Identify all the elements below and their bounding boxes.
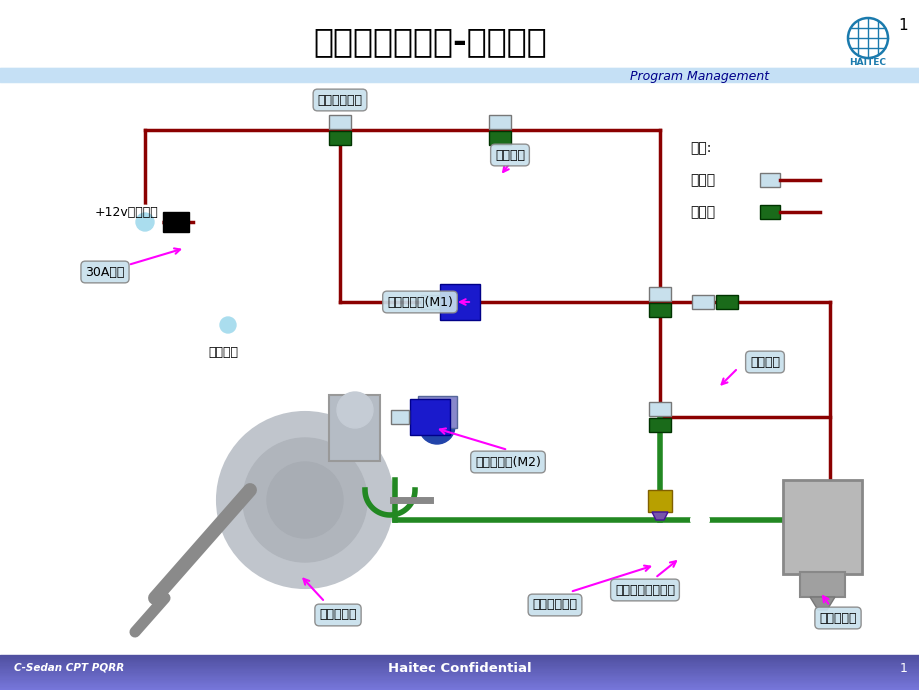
Text: +12v電源端子: +12v電源端子 <box>95 206 159 219</box>
Circle shape <box>243 438 367 562</box>
FancyBboxPatch shape <box>417 396 457 428</box>
Text: 電源繼電器(M1): 電源繼電器(M1) <box>387 295 452 308</box>
Circle shape <box>217 412 392 588</box>
Text: 圖例:: 圖例: <box>689 141 710 155</box>
FancyBboxPatch shape <box>715 295 737 309</box>
Text: HAITEC: HAITEC <box>848 58 886 67</box>
FancyBboxPatch shape <box>782 480 861 574</box>
Text: C-Sedan CPT PQRR: C-Sedan CPT PQRR <box>14 663 124 673</box>
FancyBboxPatch shape <box>489 131 510 145</box>
FancyBboxPatch shape <box>691 295 713 309</box>
Text: 1: 1 <box>897 18 907 33</box>
FancyBboxPatch shape <box>800 572 844 597</box>
FancyBboxPatch shape <box>439 284 480 320</box>
Text: 母插頭: 母插頭 <box>689 173 714 187</box>
FancyBboxPatch shape <box>329 131 351 145</box>
Circle shape <box>213 310 243 340</box>
FancyBboxPatch shape <box>329 395 380 461</box>
Text: 電動真空泵: 電動真空泵 <box>818 611 856 624</box>
Text: 接地端子: 接地端子 <box>208 346 238 359</box>
FancyBboxPatch shape <box>489 115 510 129</box>
Circle shape <box>267 462 343 538</box>
Text: 控制線組: 控制線組 <box>749 355 779 368</box>
Text: 真空壓力開關: 真空壓力開關 <box>532 598 577 611</box>
Text: 點火電源接頭: 點火電源接頭 <box>317 94 362 106</box>
FancyBboxPatch shape <box>648 402 670 416</box>
Text: 1: 1 <box>899 662 907 675</box>
Circle shape <box>418 408 455 444</box>
Text: Program Management: Program Management <box>630 70 768 83</box>
FancyBboxPatch shape <box>421 295 438 309</box>
Circle shape <box>220 317 236 333</box>
Polygon shape <box>652 512 667 520</box>
Circle shape <box>129 206 161 238</box>
Circle shape <box>136 213 153 231</box>
FancyBboxPatch shape <box>391 410 409 424</box>
Text: 控制繼電器(M2): 控制繼電器(M2) <box>474 455 540 469</box>
Text: 真空倍力器: 真空倍力器 <box>319 609 357 622</box>
Text: 公插頭: 公插頭 <box>689 205 714 219</box>
FancyBboxPatch shape <box>163 212 188 232</box>
FancyBboxPatch shape <box>759 173 779 187</box>
FancyBboxPatch shape <box>329 115 351 129</box>
Text: 真空軟管和單向閥: 真空軟管和單向閥 <box>614 584 675 596</box>
Text: 煞車電動真空泵-系統構成: 煞車電動真空泵-系統構成 <box>312 26 546 59</box>
Polygon shape <box>809 597 834 610</box>
Text: Haitec Confidential: Haitec Confidential <box>388 662 531 675</box>
FancyBboxPatch shape <box>648 303 670 317</box>
Circle shape <box>336 392 372 428</box>
FancyBboxPatch shape <box>759 205 779 219</box>
Text: 電源線組: 電源線組 <box>494 148 525 161</box>
FancyBboxPatch shape <box>648 418 670 432</box>
Text: 30A熔絲: 30A熔絲 <box>85 266 125 279</box>
FancyBboxPatch shape <box>648 287 670 301</box>
FancyBboxPatch shape <box>647 490 671 512</box>
FancyBboxPatch shape <box>410 399 449 435</box>
Ellipse shape <box>690 513 709 527</box>
